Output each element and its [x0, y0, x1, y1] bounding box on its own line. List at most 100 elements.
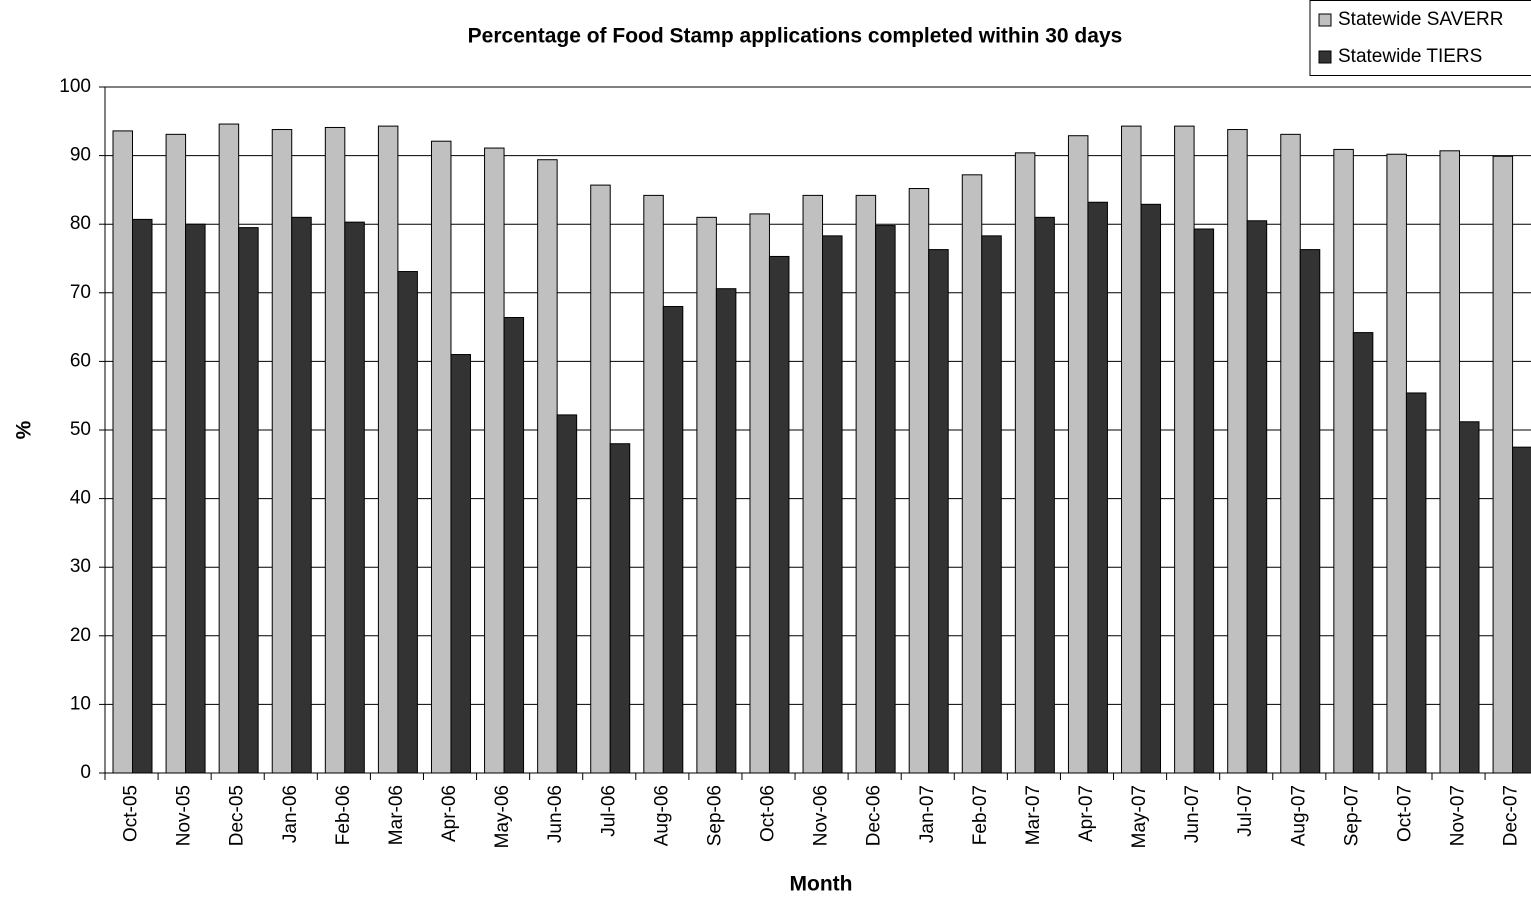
bar — [165, 133, 187, 774]
bar — [132, 218, 153, 774]
bar — [609, 443, 631, 774]
x-tick-label: May-06 — [492, 785, 513, 848]
bar — [1333, 148, 1354, 774]
x-tick-label: Jan-06 — [280, 785, 301, 843]
y-tick-label: 0 — [80, 762, 91, 783]
bar — [1459, 421, 1480, 774]
x-tick-label: Jul-07 — [1235, 785, 1256, 837]
x-tick-label: Oct-07 — [1394, 785, 1415, 842]
bar — [1087, 201, 1108, 774]
x-tick-label: Oct-06 — [758, 785, 779, 842]
bar — [1280, 133, 1301, 774]
y-axis-label: % — [13, 420, 36, 439]
bar — [556, 414, 578, 774]
bar — [1246, 220, 1268, 774]
bar — [430, 140, 452, 774]
bar — [802, 194, 824, 774]
bar — [1121, 125, 1142, 774]
bar — [590, 184, 611, 774]
x-tick-label: Nov-05 — [174, 785, 195, 846]
bar — [1299, 249, 1321, 774]
x-tick-label: Sep-07 — [1341, 785, 1362, 846]
legend-swatch — [1318, 13, 1332, 27]
bar — [908, 188, 930, 774]
x-tick-label: Jun-07 — [1182, 785, 1203, 843]
bar — [855, 194, 877, 774]
y-tick-label: 60 — [70, 350, 91, 371]
bar — [822, 235, 843, 774]
bar — [981, 235, 1002, 774]
bar — [324, 126, 346, 774]
bar — [643, 194, 664, 774]
chart-title: Percentage of Food Stamp applications co… — [468, 25, 1123, 48]
bar — [1140, 203, 1162, 774]
bar — [218, 123, 240, 774]
bar — [928, 249, 949, 774]
bar — [961, 174, 983, 774]
bar — [696, 216, 717, 774]
bar — [749, 213, 770, 774]
bar — [537, 159, 558, 774]
x-tick-label: Feb-06 — [333, 785, 354, 845]
y-tick-label: 90 — [70, 145, 91, 166]
x-tick-label: Oct-05 — [121, 785, 142, 842]
x-tick-label: Aug-06 — [651, 785, 672, 846]
bar — [1439, 150, 1460, 774]
bar — [715, 288, 737, 774]
bar — [1352, 332, 1374, 774]
x-tick-label: Dec-07 — [1501, 785, 1522, 846]
x-tick-label: Jul-06 — [598, 785, 619, 837]
bar — [1227, 129, 1248, 774]
bar — [1014, 152, 1036, 774]
bar — [112, 130, 133, 774]
bar — [875, 225, 896, 774]
bar — [271, 129, 293, 774]
x-tick-label: Mar-06 — [386, 785, 407, 845]
y-tick-label: 50 — [70, 419, 91, 440]
bar — [768, 255, 790, 774]
legend-label: Statewide TIERS — [1338, 46, 1482, 67]
legend-swatch — [1318, 50, 1332, 64]
y-tick-label: 80 — [70, 213, 91, 234]
bar — [662, 306, 684, 774]
bar — [503, 316, 525, 774]
bar — [1174, 125, 1195, 774]
bar — [185, 223, 206, 774]
bar — [1492, 155, 1514, 774]
y-tick-label: 70 — [70, 282, 91, 303]
bar — [397, 271, 418, 774]
x-tick-label: Apr-06 — [439, 785, 460, 842]
x-tick-label: Nov-07 — [1448, 785, 1469, 846]
x-tick-label: Dec-06 — [864, 785, 885, 846]
bar — [344, 221, 365, 774]
x-tick-label: Sep-06 — [704, 785, 725, 846]
x-tick-label: Feb-07 — [970, 785, 991, 845]
bar — [1405, 392, 1427, 774]
x-axis-label: Month — [790, 873, 853, 896]
bar — [291, 216, 312, 774]
x-tick-label: May-07 — [1129, 785, 1150, 848]
x-tick-label: Mar-07 — [1023, 785, 1044, 845]
y-tick-label: 100 — [59, 76, 91, 97]
bar — [238, 227, 259, 774]
x-tick-label: Apr-07 — [1076, 785, 1097, 842]
bar — [1386, 153, 1407, 774]
y-tick-label: 20 — [70, 625, 91, 646]
y-tick-label: 30 — [70, 556, 91, 577]
legend-box — [1309, 0, 1531, 76]
bar — [1034, 216, 1055, 774]
y-tick-label: 40 — [70, 488, 91, 509]
bar — [1512, 446, 1531, 774]
bar — [377, 125, 399, 774]
x-tick-label: Dec-05 — [227, 785, 248, 846]
bar — [1193, 228, 1215, 774]
x-tick-label: Jun-06 — [545, 785, 566, 843]
x-tick-label: Nov-06 — [811, 785, 832, 846]
legend-label: Statewide SAVERR — [1338, 9, 1503, 30]
y-tick-label: 10 — [70, 693, 91, 714]
bar — [450, 354, 471, 774]
bar — [484, 147, 505, 774]
x-tick-label: Jan-07 — [917, 785, 938, 843]
x-tick-label: Aug-07 — [1288, 785, 1309, 846]
